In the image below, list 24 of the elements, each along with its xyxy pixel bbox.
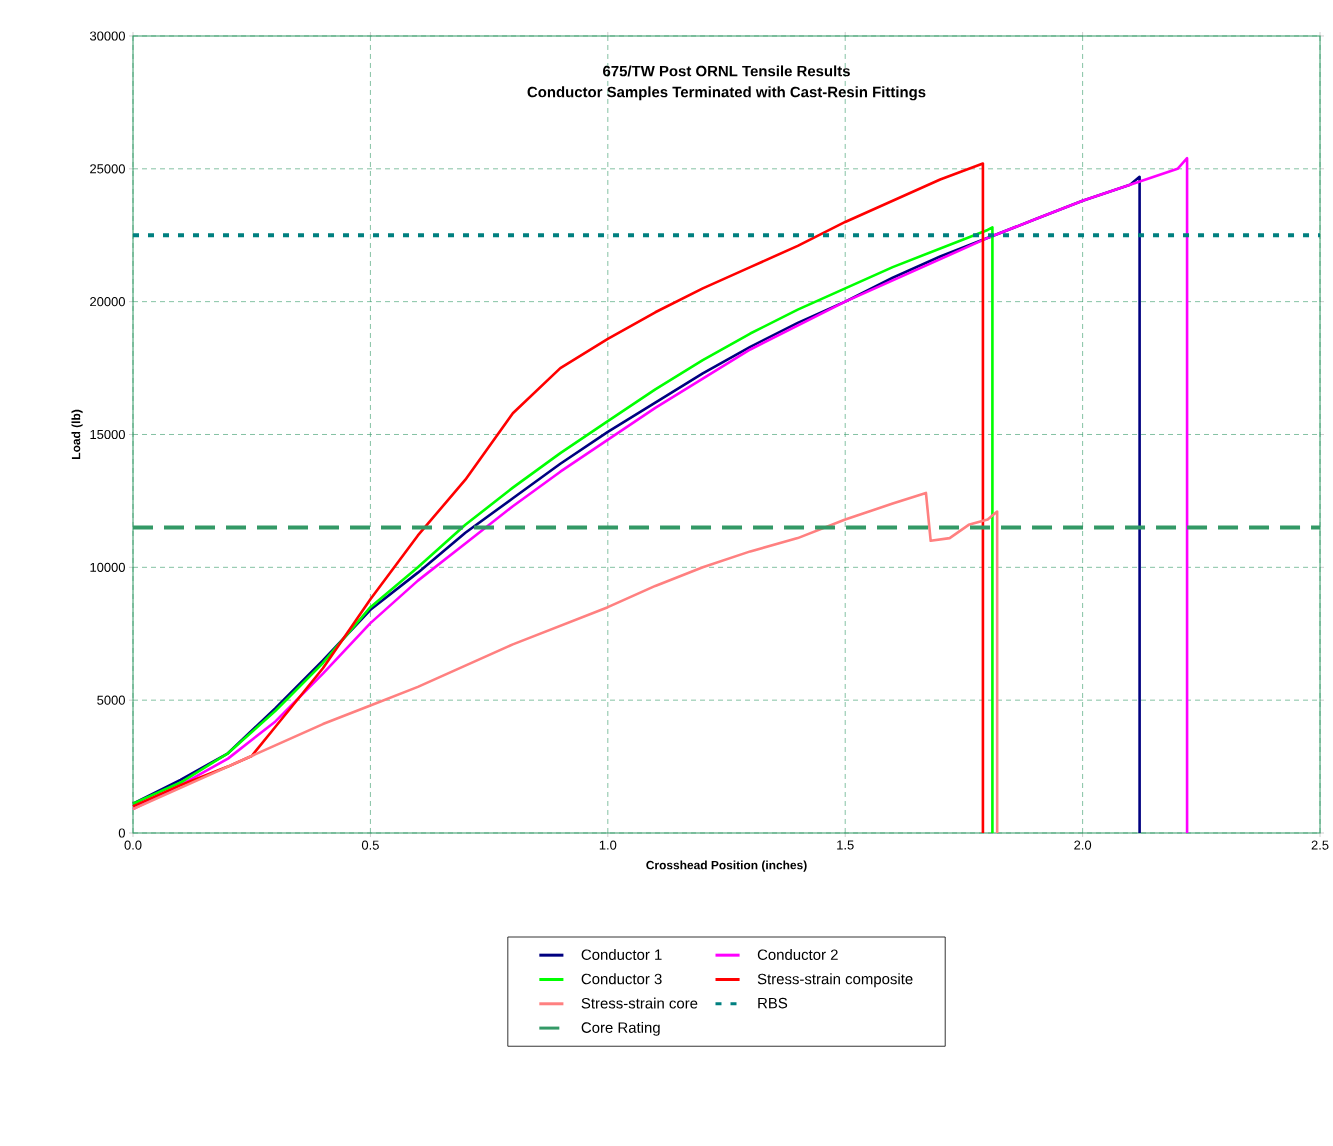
y-tick-label: 5000	[97, 695, 125, 705]
y-tick-label: 25000	[90, 164, 125, 174]
x-tick-label: 1.5	[837, 840, 854, 850]
x-tick-label: 1.0	[599, 840, 617, 850]
legend-label: Stress-strain composite	[757, 973, 913, 988]
legend-label: RBS	[758, 997, 788, 1009]
legend-label: Core Rating	[581, 1021, 660, 1036]
x-tick-label: 2.0	[1074, 840, 1092, 850]
legend-label: Conductor 3	[581, 973, 662, 985]
y-tick-label: 30000	[89, 31, 125, 41]
legend-label: Conductor 1	[581, 949, 662, 960]
x-axis-title: Crosshead Position (inches)	[646, 860, 807, 872]
x-tick-label: 0.0	[124, 840, 142, 850]
y-axis-title: Load (lb)	[71, 409, 83, 459]
y-tick-label: 0	[118, 828, 125, 838]
legend-label: Stress-strain core	[581, 997, 698, 1009]
legend-label: Conductor 2	[757, 949, 838, 960]
text: 675/TW Post ORNL Tensile Results	[603, 65, 850, 77]
y-tick-label: 20000	[90, 297, 125, 307]
y-tick-label: 15000	[90, 429, 125, 440]
y-tick-label: 10000	[90, 562, 125, 572]
x-tick-label: 2.5	[1311, 840, 1329, 850]
text: Conductor Samples Terminated with Cast-Resin Fittings	[527, 86, 926, 101]
x-tick-label: 0.5	[361, 840, 379, 850]
